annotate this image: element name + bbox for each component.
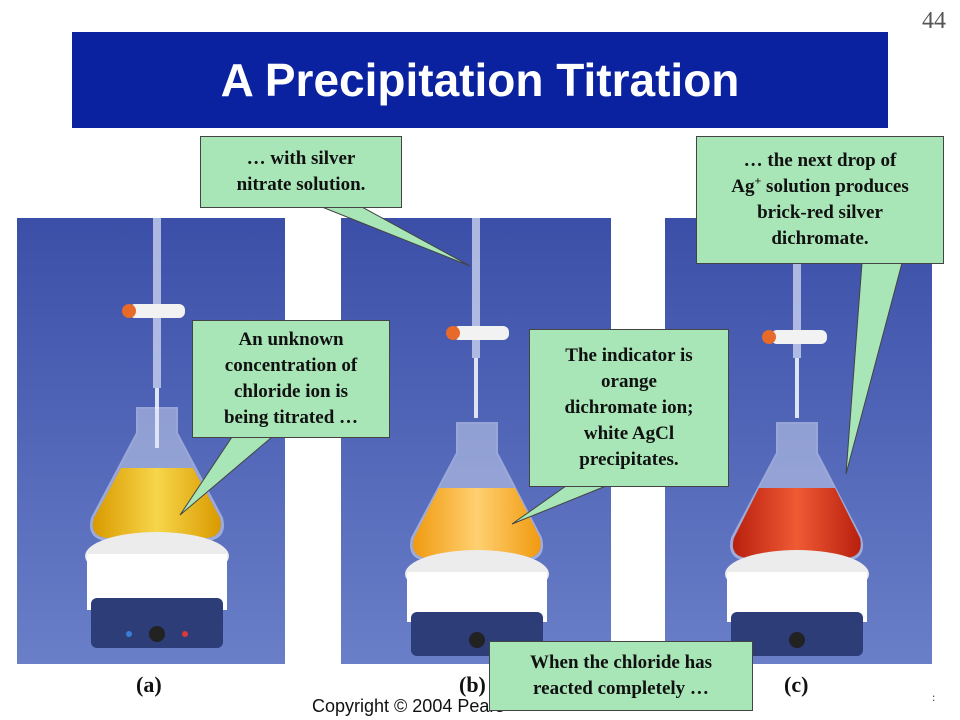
panel-label-b: (b) <box>459 672 486 697</box>
callout-line: The indicator is <box>565 345 693 366</box>
callout-line: being titrated … <box>223 407 359 428</box>
panel-label-c: (c) <box>784 672 809 697</box>
callout-line: An unknown <box>238 329 344 350</box>
callout-line: brick-red silver <box>757 202 883 223</box>
photo-panel-a <box>17 218 285 664</box>
slide-title: A Precipitation Titration <box>220 54 740 106</box>
callout-line: orange <box>601 371 657 392</box>
panel-label-a: (a) <box>136 672 162 697</box>
callout-line: … the next drop of <box>743 150 897 171</box>
callout-line: Ag+ solution produces <box>731 174 909 200</box>
photo-panel-b <box>341 218 611 664</box>
stray-mark: : <box>932 690 936 704</box>
callout-line: dichromate. <box>771 228 869 249</box>
callout-line: dichromate ion; <box>564 397 694 418</box>
silver-ion-symbol: Ag <box>731 176 755 197</box>
copyright-notice: Copyright © 2004 Pears <box>312 696 505 716</box>
callout-reacted-completely: When the chloride has reacted completely… <box>489 641 753 711</box>
callout-next-drop: … the next drop of Ag+ solution produces… <box>696 136 944 264</box>
callout-line: concentration of <box>224 355 358 376</box>
callout-line: When the chloride has <box>529 652 713 673</box>
callout-silver-nitrate: … with silver nitrate solution. <box>200 136 402 208</box>
title-bar: A Precipitation Titration <box>72 32 888 128</box>
callout-line: … with silver <box>246 148 356 169</box>
callout-line: chloride ion is <box>233 381 348 402</box>
callout-line-rest: solution produces <box>761 176 909 197</box>
callout-indicator: The indicator is orange dichromate ion; … <box>529 329 729 487</box>
callout-line: white AgCl <box>583 423 675 444</box>
callout-line: nitrate solution. <box>236 174 366 195</box>
ion-charge: + <box>754 173 762 188</box>
callout-line: reacted completely … <box>533 678 709 699</box>
slide-number: 44 <box>922 8 946 34</box>
callout-line: precipitates. <box>579 449 679 470</box>
callout-unknown-concentration: An unknown concentration of chloride ion… <box>192 320 390 438</box>
